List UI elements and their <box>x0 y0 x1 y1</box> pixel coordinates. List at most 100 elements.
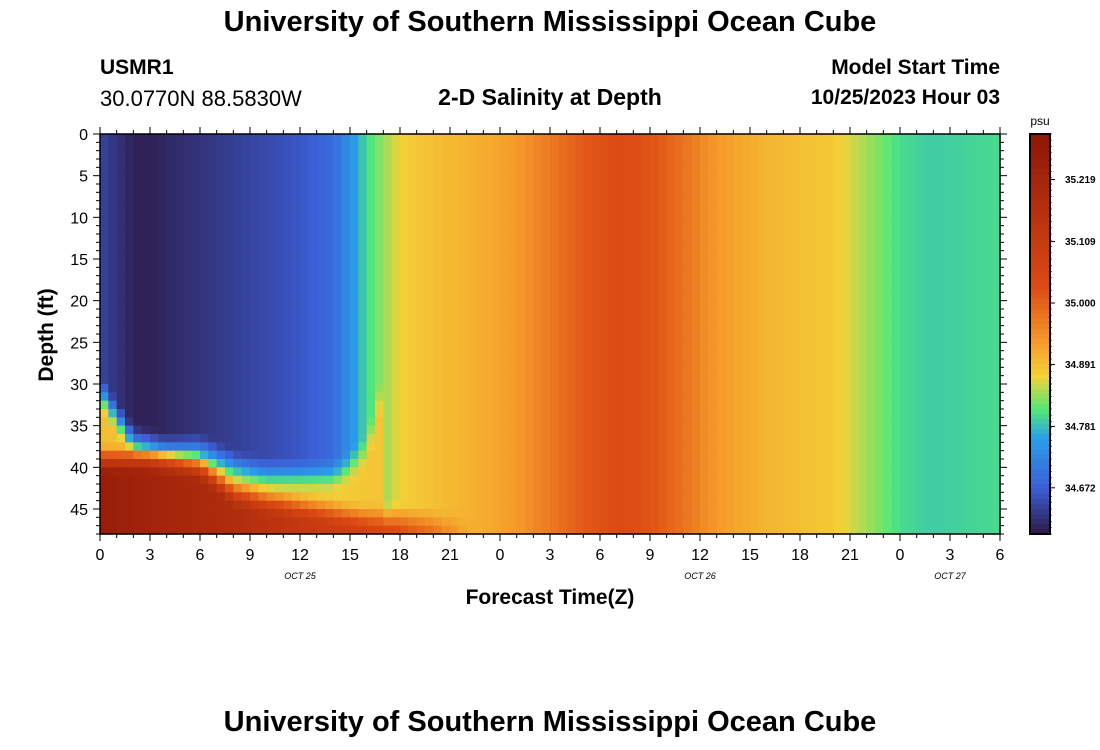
heatmap-cell <box>925 142 934 152</box>
heatmap-cell <box>841 450 851 460</box>
heatmap-cell <box>916 300 926 310</box>
heatmap-cell <box>658 492 668 502</box>
heatmap-cell <box>400 325 409 335</box>
heatmap-cell <box>658 409 668 418</box>
heatmap-cell <box>116 392 126 402</box>
heatmap-cell <box>425 475 434 485</box>
heatmap-cell <box>441 142 451 152</box>
heatmap-cell <box>833 375 843 385</box>
heatmap-cell <box>566 234 576 243</box>
heatmap-cell <box>666 384 676 393</box>
heatmap-cell <box>133 334 143 343</box>
heatmap-cell <box>450 292 459 302</box>
heatmap-cell <box>941 525 951 535</box>
heatmap-cell <box>725 317 734 327</box>
heatmap-cell <box>550 367 559 377</box>
heatmap-cell <box>133 375 143 385</box>
heatmap-cell <box>825 417 834 427</box>
heatmap-cell <box>400 392 409 402</box>
heatmap-cell <box>433 217 443 227</box>
heatmap-cell <box>475 434 484 443</box>
heatmap-cell <box>158 225 168 235</box>
heatmap-cell <box>325 409 334 418</box>
heatmap-cell <box>583 242 593 252</box>
heatmap-cell <box>116 334 126 343</box>
heatmap-cell <box>716 192 726 202</box>
heatmap-cell <box>250 325 259 335</box>
heatmap-cell <box>125 284 134 293</box>
heatmap-cell <box>833 467 843 477</box>
heatmap-cell <box>275 200 284 210</box>
heatmap-cell <box>375 209 384 218</box>
heatmap-cell <box>666 192 676 202</box>
heatmap-cell <box>700 250 709 260</box>
heatmap-cell <box>308 450 318 460</box>
heatmap-cell <box>941 425 951 435</box>
heatmap-cell <box>208 400 218 410</box>
heatmap-cell <box>683 525 693 535</box>
heatmap-cell <box>933 359 943 368</box>
heatmap-cell <box>483 317 493 327</box>
heatmap-cell <box>758 259 768 268</box>
heatmap-cell <box>125 467 134 477</box>
heatmap-cell <box>858 384 868 393</box>
heatmap-cell <box>916 334 926 343</box>
heatmap-cell <box>916 167 926 177</box>
heatmap-cell <box>166 309 176 318</box>
heatmap-cell <box>308 359 318 368</box>
heatmap-cell <box>941 317 951 327</box>
heatmap-cell <box>458 459 468 468</box>
heatmap-cell <box>208 184 218 193</box>
heatmap-cell <box>533 284 543 293</box>
heatmap-cell <box>725 434 734 443</box>
heatmap-cell <box>891 450 901 460</box>
heatmap-cell <box>450 425 459 435</box>
heatmap-cell <box>600 525 609 535</box>
heatmap-cell <box>691 467 701 477</box>
heatmap-cell <box>200 375 209 385</box>
heatmap-cell <box>625 450 634 460</box>
heatmap-cell <box>525 450 534 460</box>
heatmap-cell <box>308 334 318 343</box>
heatmap-cell <box>641 259 651 268</box>
heatmap-cell <box>158 284 168 293</box>
heatmap-cell <box>883 292 893 302</box>
heatmap-cell <box>850 142 859 152</box>
heatmap-cell <box>783 259 793 268</box>
heatmap-cell <box>950 309 959 318</box>
heatmap-cell <box>341 375 351 385</box>
heatmap-cell <box>516 209 526 218</box>
heatmap-cell <box>875 350 884 360</box>
heatmap-cell <box>866 242 876 252</box>
heatmap-cell <box>225 284 234 293</box>
heatmap-cell <box>958 184 968 193</box>
heatmap-cell <box>858 500 868 510</box>
heatmap-cell <box>108 517 118 527</box>
heatmap-cell <box>958 392 968 402</box>
heatmap-cell <box>800 317 809 327</box>
heatmap-cell <box>400 384 409 393</box>
heatmap-cell <box>533 234 543 243</box>
heatmap-cell <box>450 400 459 410</box>
heatmap-cell <box>341 300 351 310</box>
heatmap-cell <box>241 284 251 293</box>
heatmap-cell <box>200 317 209 327</box>
heatmap-cell <box>341 259 351 268</box>
heatmap-cell <box>608 367 618 377</box>
heatmap-cell <box>658 509 668 518</box>
heatmap-cell <box>650 159 659 168</box>
heatmap-cell <box>808 242 818 252</box>
heatmap-cell <box>816 417 826 427</box>
heatmap-cell <box>358 442 368 452</box>
heatmap-cell <box>116 267 126 277</box>
heatmap-cell <box>191 317 201 327</box>
heatmap-cell <box>525 284 534 293</box>
heatmap-cell <box>708 175 718 185</box>
heatmap-cell <box>266 334 276 343</box>
heatmap-cell <box>516 375 526 385</box>
heatmap-cell <box>650 409 659 418</box>
heatmap-cell <box>366 259 376 268</box>
heatmap-cell <box>483 300 493 310</box>
heatmap-cell <box>775 525 784 535</box>
heatmap-cell <box>941 467 951 477</box>
